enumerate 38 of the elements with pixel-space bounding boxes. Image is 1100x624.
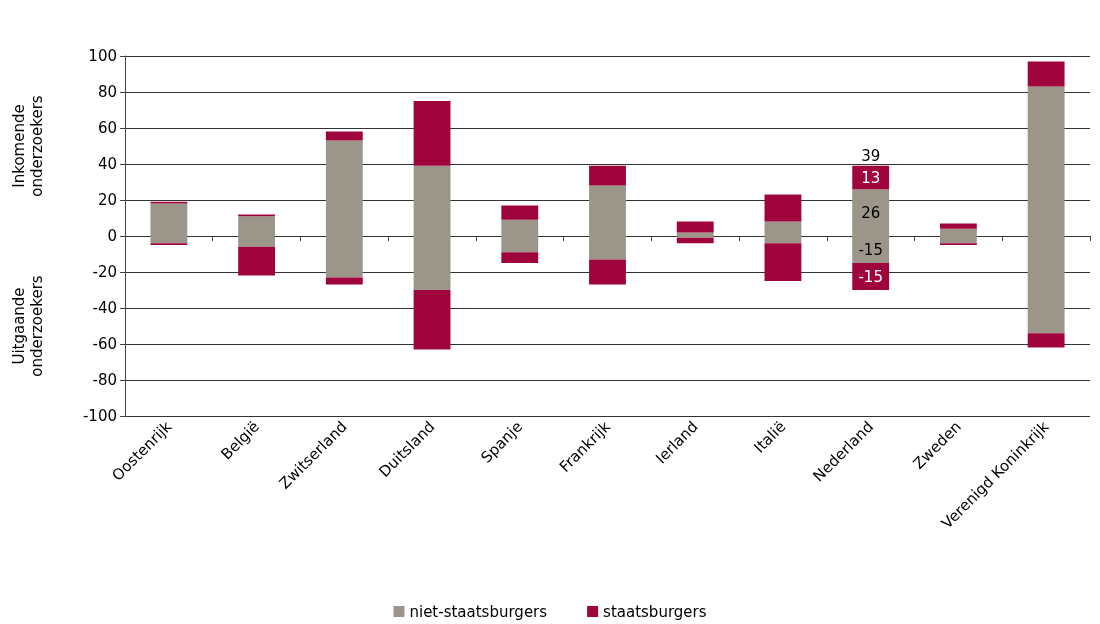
data-label: -15 xyxy=(858,240,883,259)
y-tick-label: -20 xyxy=(92,263,117,281)
y-tick-label: 20 xyxy=(97,191,117,209)
text: Uitgaande onderzoekers xyxy=(10,275,46,377)
bar xyxy=(939,223,977,229)
bar xyxy=(764,194,802,222)
bar xyxy=(852,263,890,290)
bar xyxy=(413,101,451,166)
y-tick-label: 80 xyxy=(97,83,117,101)
data-label: 26 xyxy=(861,203,881,222)
data-label: 13 xyxy=(861,168,881,187)
y-tick-label: 100 xyxy=(88,47,117,65)
y-tick-label: -40 xyxy=(92,299,117,317)
bar xyxy=(325,131,363,141)
bar xyxy=(589,165,626,186)
y-tick-label: 0 xyxy=(107,227,117,245)
y-tick-label: -60 xyxy=(92,335,117,353)
bar xyxy=(413,290,451,350)
y-tick-label: 40 xyxy=(97,155,117,173)
bar xyxy=(501,252,539,263)
bar xyxy=(1027,61,1065,87)
bar xyxy=(238,246,276,276)
bar xyxy=(676,221,714,233)
bar xyxy=(764,243,802,281)
bar xyxy=(676,237,714,244)
bar xyxy=(325,277,363,285)
y-tick-label: -100 xyxy=(82,407,117,425)
bar xyxy=(1027,333,1065,348)
legend-label: niet-staatsburgers xyxy=(409,602,548,621)
y-axis-title: Inkomende onderzoekers xyxy=(10,95,46,197)
bar xyxy=(589,259,626,285)
data-label: -15 xyxy=(858,267,883,286)
y-tick-label: 60 xyxy=(97,119,117,137)
bar xyxy=(501,205,539,220)
y-tick-label: -80 xyxy=(92,371,117,389)
legend-label: staatsburgers xyxy=(603,602,707,621)
bar xyxy=(676,232,714,236)
annotation: 39 xyxy=(861,147,881,166)
